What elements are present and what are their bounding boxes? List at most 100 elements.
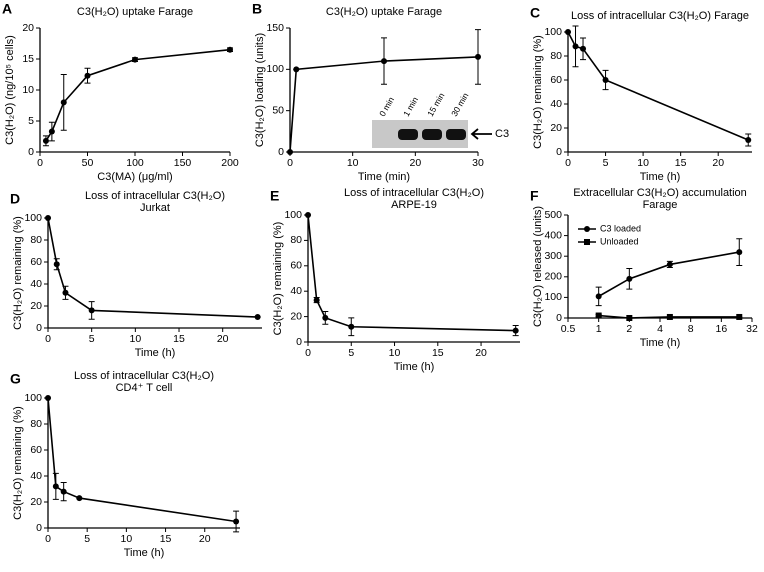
y-tick-label: 0 [278,146,284,158]
y-tick-label: 80 [550,50,562,62]
x-tick-label: 0 [45,333,51,345]
x-tick-label: 5 [348,347,354,359]
y-tick-label: 500 [544,209,562,221]
marker [42,137,49,144]
series-line [47,217,258,318]
chart-title: Loss of intracellular C3(H₂O) [344,187,484,199]
marker [313,297,320,304]
y-tick-label: 60 [30,256,42,268]
y-tick-label: 0 [28,146,34,158]
series-line [289,56,479,153]
y-tick-label: 20 [30,300,42,312]
marker [88,307,95,314]
marker [602,77,609,83]
y-tick-label: 0 [556,146,562,158]
chart-title: Loss of intracellular C3(H₂O) Farage [571,10,749,22]
series-line [598,251,740,298]
marker [132,56,138,63]
x-axis-label: Time (h) [394,361,435,373]
y-axis-label: C3(H₂O) remaining (%) [272,222,284,336]
marker [595,293,602,300]
x-tick-label: 32 [746,323,758,335]
marker [233,518,240,525]
x-tick-label: 20 [199,533,211,545]
y-tick-label: 60 [30,444,42,456]
series-line [47,397,237,523]
x-axis-label: Time (h) [640,171,681,183]
y-tick-label: 100 [544,291,562,303]
x-tick-label: 0 [565,157,571,169]
y-axis-label: C3(H₂O) loading (units) [254,33,266,147]
marker [666,261,673,268]
x-tick-label: 20 [712,157,724,169]
y-tick-label: 60 [290,260,302,272]
chart-title: Loss of intracellular C3(H₂O) [85,190,225,202]
y-axis-label: C3(H₂O) remaining (%) [532,35,544,149]
y-tick-label: 15 [22,53,34,65]
panel-label: A [2,1,12,17]
x-tick-label: 0 [37,157,43,169]
marker [595,312,602,319]
arrow [470,128,492,140]
chart-subtitle: CD4⁺ T cell [116,382,173,394]
chart-title: Extracellular C3(H₂O) accumulation [573,187,747,199]
y-tick-label: 0 [36,522,42,534]
x-tick-label: 15 [675,157,687,169]
marker [62,289,69,296]
x-tick-label: 15 [173,333,185,345]
x-tick-label: 2 [626,323,632,335]
y-tick-label: 10 [22,84,34,96]
x-axis-label: Time (min) [358,171,410,183]
blot-band [398,129,418,140]
x-tick-label: 10 [121,533,133,545]
chart-title: Loss of intracellular C3(H₂O) [74,370,214,382]
marker [666,313,673,320]
y-tick-label: 100 [24,392,42,404]
x-tick-label: 5 [603,157,609,169]
y-tick-label: 60 [550,74,562,86]
chart-subtitle: Jurkat [140,202,170,214]
marker [322,314,329,321]
marker [287,149,293,155]
y-tick-label: 20 [290,310,302,322]
marker [736,313,743,320]
panel-label: D [10,191,20,207]
y-axis-label: C3(H₂O) remaining (%) [12,216,24,330]
marker [626,275,633,282]
chart-subtitle: ARPE-19 [391,199,437,211]
marker [254,314,261,320]
blot-band [422,129,442,140]
y-tick-label: 100 [544,26,562,38]
chart-title: C3(H₂O) uptake Farage [326,6,442,18]
y-tick-label: 100 [266,63,284,75]
y-tick-label: 300 [544,250,562,262]
panel-label: F [530,188,539,204]
series-line [598,314,740,319]
marker [60,488,67,495]
marker [60,99,67,106]
y-tick-label: 20 [30,496,42,508]
y-tick-label: 40 [30,278,42,290]
x-tick-label: 20 [217,333,229,345]
y-tick-label: 50 [272,104,284,116]
marker [305,212,311,218]
x-tick-label: 5 [84,533,90,545]
y-tick-label: 40 [30,470,42,482]
blot-band [446,129,466,140]
y-tick-label: 80 [30,418,42,430]
marker [512,327,519,334]
marker [48,128,55,135]
series-line [307,214,516,332]
y-tick-label: 0 [296,336,302,348]
marker [76,495,83,502]
y-tick-label: 200 [544,271,562,283]
x-tick-label: 4 [657,323,663,335]
x-tick-label: 0 [287,157,293,169]
y-axis-label: C3(H₂O) released (units) [532,206,544,327]
legend-marker [584,226,590,232]
x-axis-label: C3(MA) (μg/ml) [97,171,172,183]
marker [580,45,587,52]
x-tick-label: 15 [432,347,444,359]
